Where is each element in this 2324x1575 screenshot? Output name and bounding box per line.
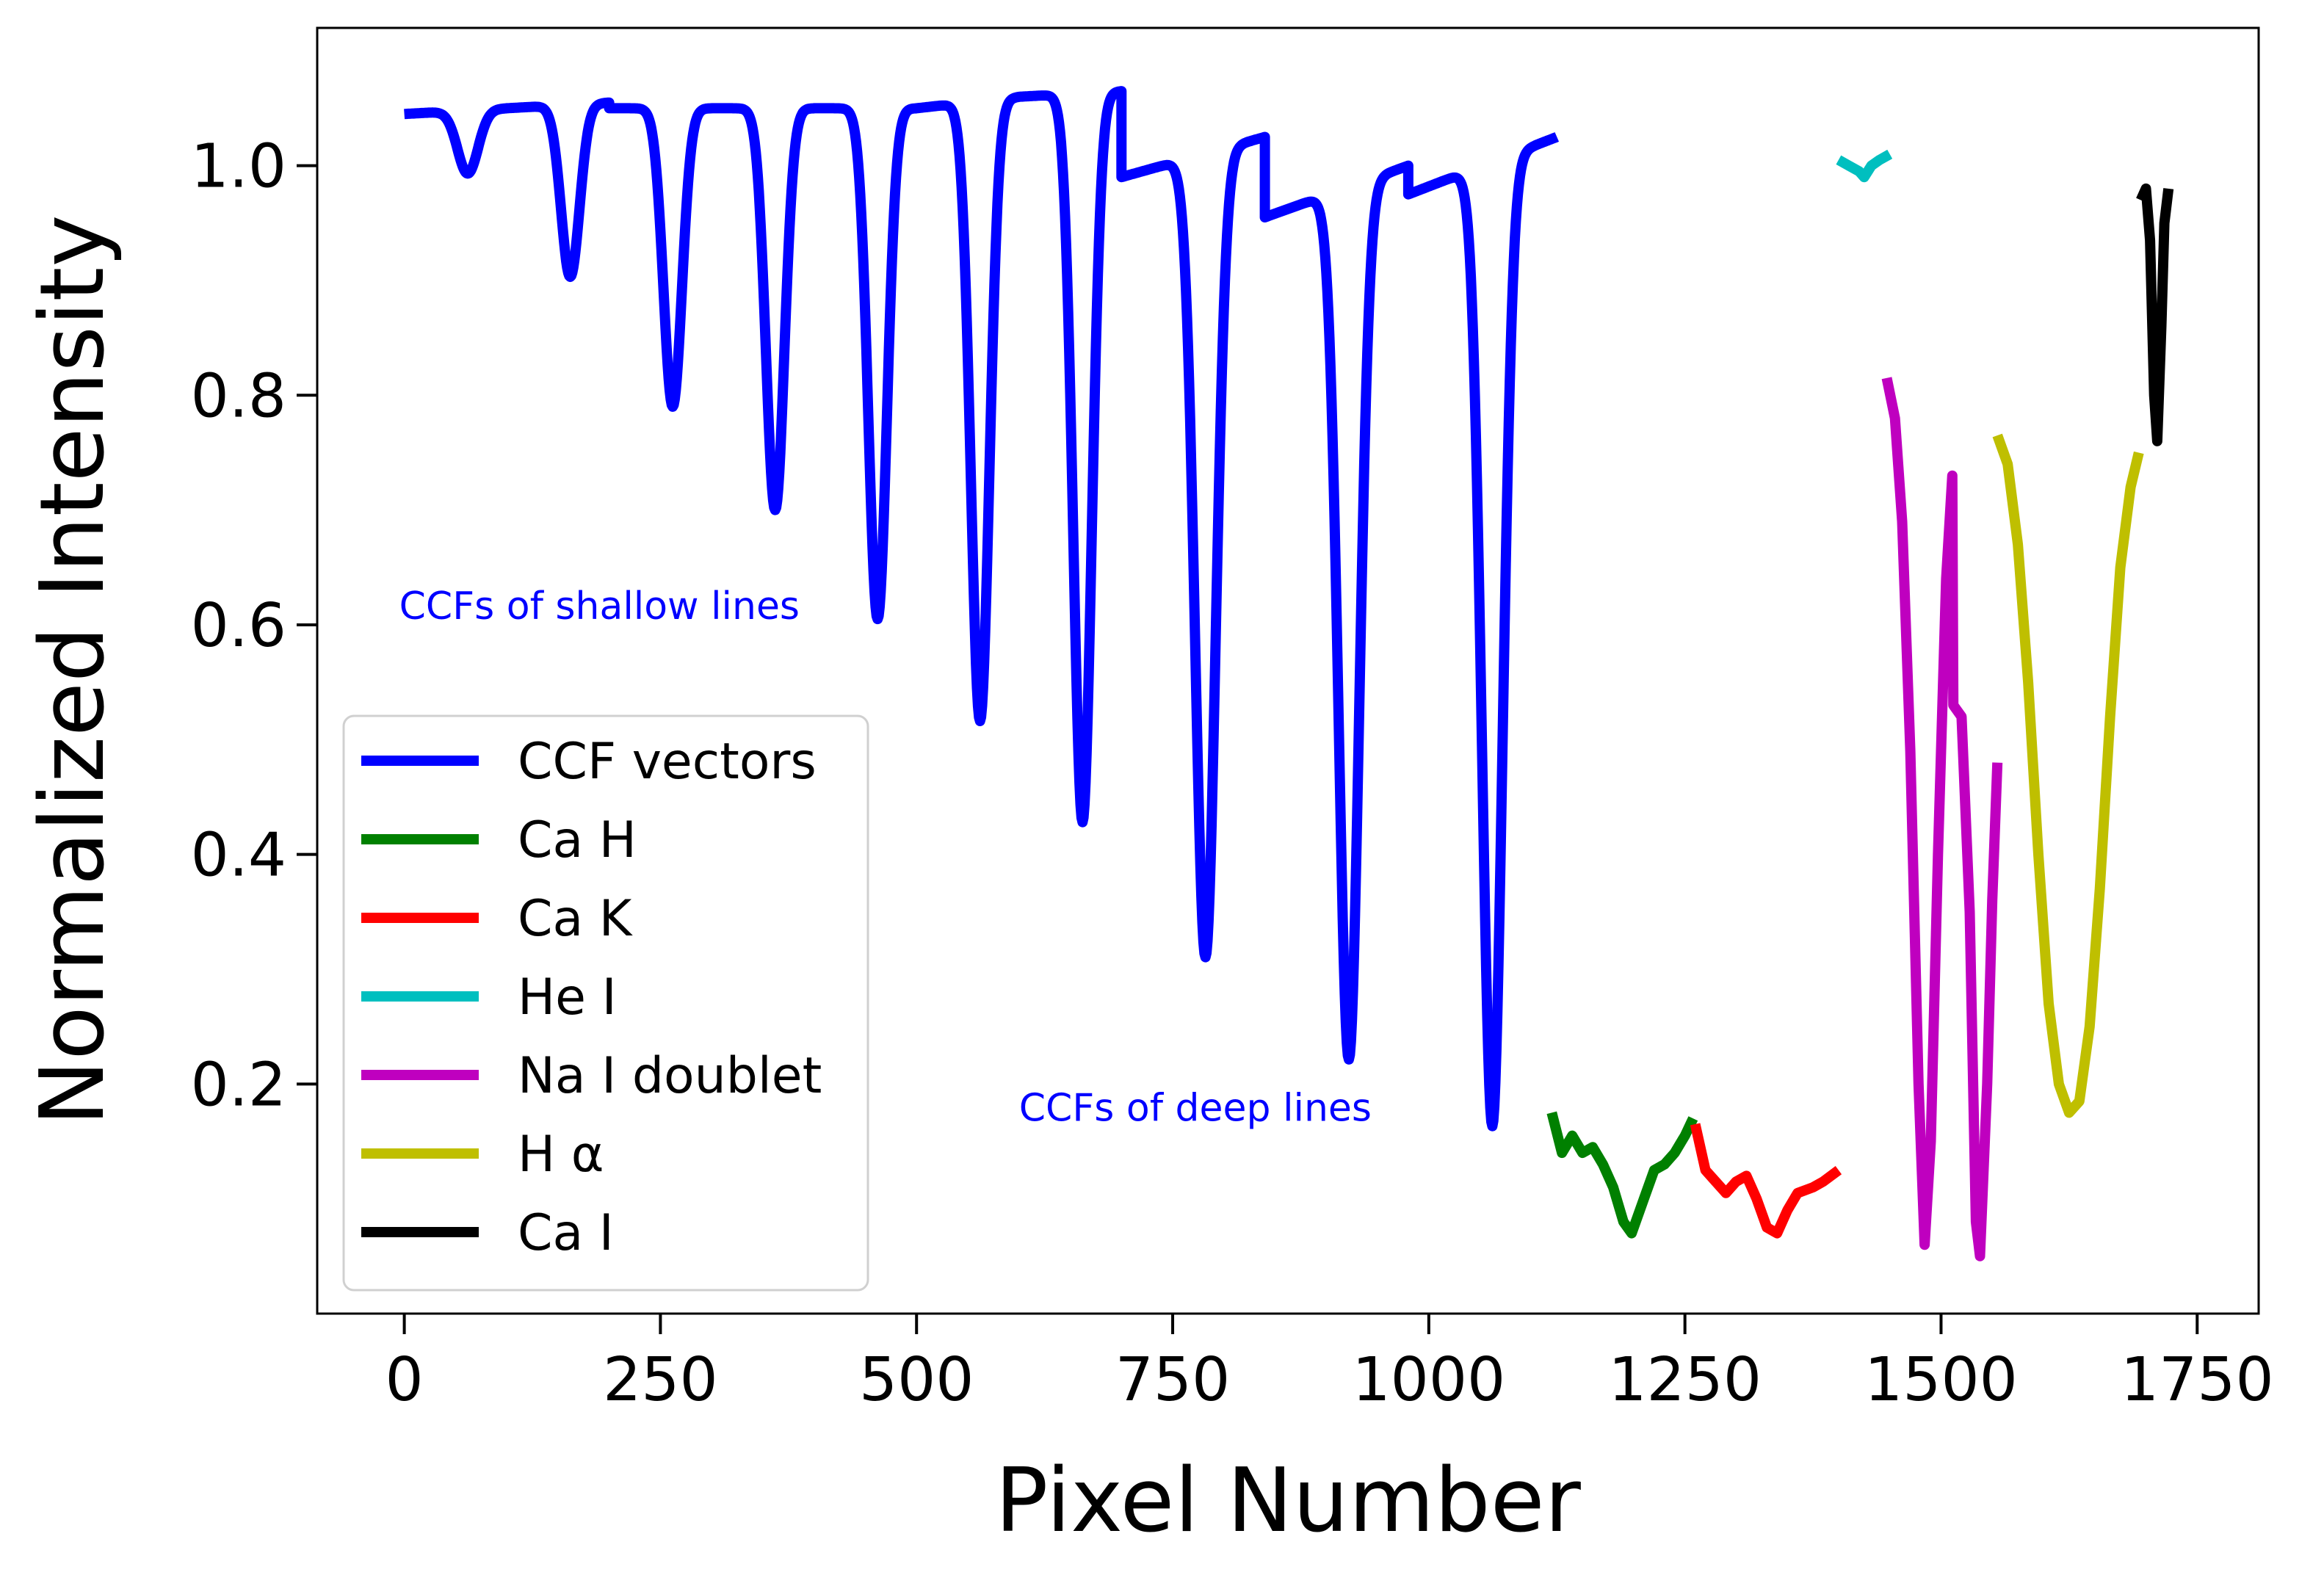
y-tick-label: 0.8 bbox=[191, 361, 286, 431]
y-axis-label: Normalized Intensity bbox=[22, 215, 124, 1126]
legend-label: He I bbox=[518, 968, 617, 1027]
legend: CCF vectors Ca H Ca K He I Na I doublet H α Ca… bbox=[342, 714, 869, 1292]
legend-label: CCF vectors bbox=[518, 733, 817, 791]
annotation-shallow-lines: CCFs of shallow lines bbox=[399, 584, 800, 629]
x-tick-label: 1500 bbox=[1864, 1345, 2018, 1415]
series-line-ccf-vectors bbox=[400, 86, 1561, 1132]
x-tick-label: 500 bbox=[859, 1345, 974, 1415]
series-line-ca-h bbox=[1546, 1111, 1698, 1239]
y-tick-label: 0.6 bbox=[191, 591, 286, 661]
x-tick-label: 250 bbox=[603, 1345, 718, 1415]
plot-frame bbox=[316, 26, 2260, 1315]
legend-label: Ca H bbox=[518, 811, 637, 869]
legend-box bbox=[342, 714, 869, 1292]
series-line-na-i-doublet bbox=[1881, 377, 2003, 1261]
series-line-ca-i bbox=[2136, 183, 2174, 446]
series-layer bbox=[400, 86, 2174, 1261]
y-axis-ticks: 0.2 0.4 0.6 0.8 1.0 bbox=[191, 132, 317, 1120]
x-tick-label: 0 bbox=[385, 1345, 424, 1415]
legend-label: Ca I bbox=[518, 1204, 614, 1262]
series-line-he-i bbox=[1836, 149, 1893, 183]
x-tick-label: 1750 bbox=[2121, 1345, 2274, 1415]
legend-label: Ca K bbox=[518, 890, 634, 948]
y-tick-label: 0.4 bbox=[191, 821, 286, 891]
x-axis-label: Pixel Number bbox=[995, 1450, 1581, 1552]
x-tick-label: 1250 bbox=[1608, 1345, 1762, 1415]
series-line-ca-k bbox=[1690, 1123, 1842, 1239]
x-tick-label: 750 bbox=[1115, 1345, 1231, 1415]
y-tick-label: 1.0 bbox=[191, 132, 286, 202]
x-tick-label: 1000 bbox=[1353, 1345, 1506, 1415]
series-line-h-alpha bbox=[1992, 433, 2144, 1118]
legend-label: H α bbox=[518, 1126, 604, 1184]
legend-label: Na I doublet bbox=[518, 1047, 822, 1105]
annotation-deep-lines: CCFs of deep lines bbox=[1019, 1086, 1372, 1130]
y-tick-label: 0.2 bbox=[191, 1050, 286, 1120]
x-axis-ticks: 0 250 500 750 1000 1250 1500 1750 bbox=[385, 1314, 2274, 1415]
